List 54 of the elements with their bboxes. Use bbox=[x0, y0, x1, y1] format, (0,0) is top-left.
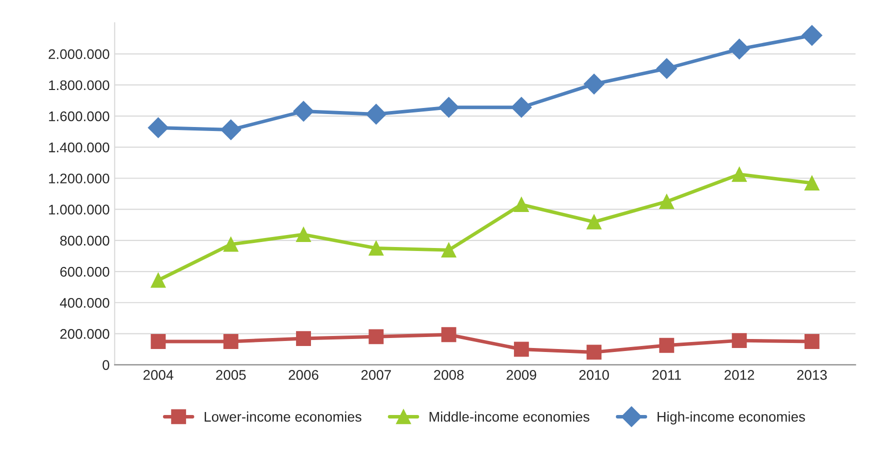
point bbox=[293, 100, 314, 122]
point bbox=[514, 197, 529, 212]
x-tick-label: 2011 bbox=[652, 370, 681, 380]
y-tick-label: 800.000 bbox=[60, 236, 110, 246]
x-tick-label: 2006 bbox=[288, 370, 318, 380]
y-tick-label: 1.600.000 bbox=[49, 111, 110, 122]
point bbox=[659, 194, 674, 210]
y-tick-label: 1.800.000 bbox=[49, 80, 110, 90]
point bbox=[659, 338, 674, 353]
point bbox=[584, 74, 604, 94]
point bbox=[511, 97, 532, 118]
x-tick-label: 2004 bbox=[143, 370, 174, 380]
x-tick-label: 2013 bbox=[797, 370, 827, 380]
point bbox=[728, 38, 750, 60]
y-tick-label: 0 bbox=[102, 360, 110, 370]
point bbox=[366, 104, 386, 125]
point bbox=[441, 327, 456, 342]
x-tick-label: 2005 bbox=[216, 370, 246, 380]
point bbox=[656, 58, 678, 79]
point bbox=[223, 236, 238, 252]
point bbox=[368, 240, 384, 256]
legend-label: High-income economies bbox=[658, 412, 805, 424]
point bbox=[296, 227, 311, 242]
point bbox=[368, 329, 384, 344]
point bbox=[586, 214, 602, 230]
y-tick-label: 1.000.000 bbox=[49, 204, 110, 215]
point bbox=[220, 119, 242, 140]
x-tick-label: 2010 bbox=[579, 370, 609, 380]
y-tick-label: 600.000 bbox=[60, 266, 110, 277]
x-tick-label: 2012 bbox=[724, 370, 754, 380]
y-tick-label: 400.000 bbox=[60, 298, 110, 308]
point bbox=[441, 242, 456, 258]
point bbox=[223, 334, 238, 349]
y-tick-label: 1.200.000 bbox=[49, 174, 110, 184]
y-tick-label: 2.000.000 bbox=[48, 49, 110, 60]
legend-label: Lower-income economies bbox=[204, 412, 362, 422]
point bbox=[732, 166, 747, 182]
y-tick-label: 1.400.000 bbox=[49, 142, 110, 152]
point bbox=[150, 334, 166, 349]
point bbox=[150, 272, 166, 288]
point bbox=[732, 333, 747, 348]
x-tick-label: 2009 bbox=[506, 370, 536, 380]
point bbox=[804, 334, 820, 349]
point bbox=[514, 342, 529, 357]
legend-label: Middle-income economies bbox=[430, 412, 590, 422]
point bbox=[802, 25, 822, 46]
x-tick-label: 2007 bbox=[361, 370, 391, 380]
x-tick-label: 2008 bbox=[434, 370, 464, 380]
point bbox=[586, 344, 602, 360]
point bbox=[148, 117, 169, 138]
point bbox=[804, 176, 820, 191]
y-tick-label: 200.000 bbox=[60, 329, 110, 339]
point bbox=[296, 331, 311, 346]
point bbox=[438, 97, 460, 118]
